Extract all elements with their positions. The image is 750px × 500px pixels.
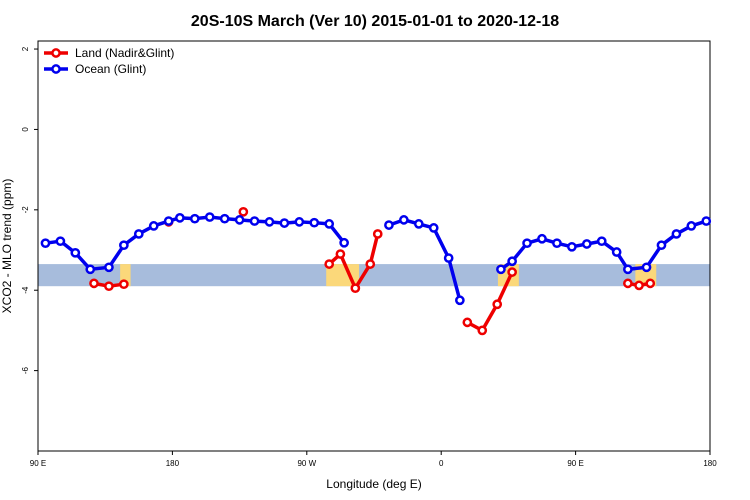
ocean-glint-point xyxy=(324,219,335,229)
series-layer xyxy=(40,206,712,336)
ocean-glint-point xyxy=(413,219,424,229)
ocean-glint-point xyxy=(309,217,320,228)
ocean-glint-point xyxy=(522,238,532,249)
x-tick-label: 0 xyxy=(439,459,444,468)
y-tick-label: -2 xyxy=(21,206,30,214)
ocean-glint-point xyxy=(671,229,682,239)
ocean-glint-point xyxy=(384,220,394,230)
ocean-glint-point xyxy=(611,247,622,257)
ocean-glint-point xyxy=(537,233,547,244)
ocean-glint-point xyxy=(641,262,652,273)
ocean-glint-point xyxy=(656,240,667,251)
legend-label-land-nadir-glint: Land (Nadir&Glint) xyxy=(75,46,174,60)
ocean-glint-point xyxy=(552,238,562,249)
chart-title: 20S-10S March (Ver 10) 2015-01-01 to 202… xyxy=(191,13,559,30)
legend: Land (Nadir&Glint) Ocean (Glint) xyxy=(44,46,174,76)
ocean-glint-point xyxy=(686,221,697,231)
land-nadir-glint-point xyxy=(238,206,249,217)
ocean-glint-point xyxy=(40,238,51,249)
ocean-glint-point xyxy=(567,241,577,252)
land-nadir-glint-point xyxy=(477,325,488,336)
ocean-glint-point xyxy=(204,212,215,222)
surface-band xyxy=(38,264,710,287)
ocean-glint-point xyxy=(249,216,260,226)
y-tick-label: 0 xyxy=(21,127,30,132)
x-axis-label: Longitude (deg E) xyxy=(326,477,421,491)
x-tick-label: 180 xyxy=(166,459,180,468)
x-tick-label: 90 W xyxy=(297,459,316,468)
y-tick-label: -6 xyxy=(21,367,30,375)
ocean-glint-point xyxy=(581,239,592,249)
ocean-glint-point xyxy=(133,229,144,239)
ocean-glint-point xyxy=(507,256,517,267)
land-nadir-glint-point xyxy=(507,267,517,277)
x-tick-label: 90 E xyxy=(567,459,583,468)
land-nadir-glint-point xyxy=(462,317,473,328)
ocean-glint-point xyxy=(55,236,66,247)
legend-label-ocean-glint: Ocean (Glint) xyxy=(75,62,146,76)
legend-marker-ocean-glint xyxy=(51,64,61,74)
land-nadir-glint-point xyxy=(104,281,114,292)
ocean-glint-point xyxy=(455,295,465,306)
ocean-glint-point xyxy=(104,262,114,273)
ocean-glint-point xyxy=(219,213,230,224)
ocean-glint-point xyxy=(264,217,275,227)
y-tick-label: 2 xyxy=(21,46,30,51)
land-nadir-glint-point xyxy=(365,259,376,269)
plot-frame xyxy=(37,40,711,452)
land-nadir-glint-point xyxy=(634,280,644,291)
ocean-glint-point xyxy=(496,264,506,275)
ocean-glint-point xyxy=(294,217,305,227)
land-nadir-glint-line xyxy=(466,271,514,333)
ocean-glint-point xyxy=(623,264,633,275)
land-nadir-glint-point xyxy=(623,278,633,289)
land-nadir-glint-point xyxy=(89,278,99,289)
x-tick-label: 180 xyxy=(703,459,717,468)
ocean-glint-point xyxy=(175,213,185,223)
ocean-glint-point xyxy=(85,264,96,275)
ocean-band xyxy=(38,264,710,287)
land-nadir-glint-point xyxy=(350,283,361,294)
ocean-glint-point xyxy=(279,218,290,228)
y-axis-label: XCO2 - MLO trend (ppm) xyxy=(0,179,14,314)
axis-ticks: 90 E 180 90 W 0 90 E 180 2 0 -2 -4 -6 xyxy=(21,46,717,468)
land-nadir-glint-point xyxy=(119,279,129,290)
ocean-glint-point xyxy=(234,215,245,225)
ocean-glint-point xyxy=(70,247,81,258)
ocean-glint-point xyxy=(163,216,174,226)
ocean-glint-point xyxy=(428,223,439,233)
ocean-glint-point xyxy=(701,216,712,226)
y-tick-label: -4 xyxy=(21,286,30,294)
land-region xyxy=(120,264,131,287)
land-nadir-glint-point xyxy=(645,278,656,289)
land-nadir-glint-point xyxy=(372,229,383,239)
ocean-glint-point xyxy=(189,213,200,224)
land-nadir-glint-point xyxy=(492,299,503,310)
x-tick-label: 90 E xyxy=(30,459,46,468)
ocean-glint-point xyxy=(443,253,454,263)
ocean-glint-point xyxy=(596,236,607,247)
ocean-glint-point xyxy=(119,240,129,251)
land-nadir-glint-point xyxy=(335,249,346,259)
land-nadir-glint-point xyxy=(324,259,335,269)
ocean-glint-point xyxy=(399,215,409,225)
legend-marker-land-nadir-glint xyxy=(51,48,61,58)
ocean-glint-point xyxy=(148,221,159,231)
ocean-glint-point xyxy=(339,237,349,248)
